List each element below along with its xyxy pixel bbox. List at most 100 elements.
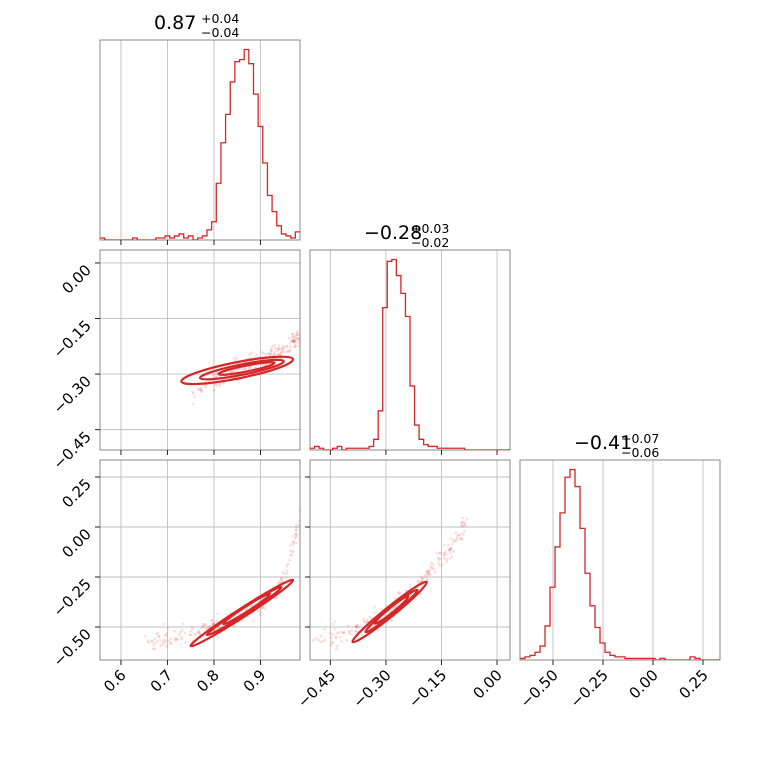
sample-point	[362, 620, 366, 624]
sample-point	[146, 639, 150, 643]
sample-point	[345, 638, 349, 642]
histogram-step-line	[100, 48, 300, 240]
sample-point	[215, 371, 219, 374]
sample-point	[210, 618, 214, 622]
sample-point	[215, 619, 219, 623]
x-tick-label: 0.6	[100, 666, 130, 696]
sample-point	[408, 586, 412, 590]
sample-point	[150, 640, 154, 643]
sample-point	[298, 519, 300, 523]
sample-point	[153, 637, 157, 641]
sample-point	[447, 548, 451, 552]
sample-point	[291, 332, 295, 336]
sample-point	[450, 537, 453, 541]
sample-point	[331, 640, 335, 644]
sample-point	[298, 341, 300, 345]
sample-point	[448, 557, 452, 561]
sample-point	[190, 625, 194, 629]
sample-point	[218, 382, 221, 386]
sample-point	[348, 629, 351, 633]
sample-point	[288, 342, 292, 346]
sample-point	[293, 339, 297, 343]
sample-point	[294, 528, 298, 531]
sample-point	[248, 365, 252, 369]
sample-point	[292, 340, 295, 343]
sample-point	[272, 352, 276, 356]
sample-point	[460, 521, 464, 525]
scatter-panel-0-2	[95, 459, 301, 665]
sample-point	[167, 639, 171, 643]
sample-point	[288, 558, 291, 562]
sample-point	[200, 624, 204, 628]
sample-point	[283, 572, 287, 576]
sample-point	[146, 641, 150, 644]
sample-point	[292, 540, 296, 544]
sample-point	[232, 624, 236, 628]
sample-point	[442, 552, 446, 556]
sample-point	[289, 345, 293, 348]
sample-point	[425, 573, 429, 576]
sample-point	[311, 638, 315, 642]
sample-point	[449, 546, 453, 550]
sample-point	[238, 612, 241, 616]
sample-point	[462, 524, 466, 528]
sample-point	[445, 557, 449, 561]
sample-point	[298, 509, 300, 513]
sample-point	[295, 523, 299, 527]
sample-point	[419, 592, 423, 596]
sample-point	[285, 571, 289, 575]
sample-point	[355, 623, 359, 627]
sample-point	[277, 347, 281, 351]
sample-point	[248, 352, 251, 356]
sample-point	[354, 625, 358, 629]
sample-point	[292, 340, 296, 344]
sample-point	[285, 564, 289, 568]
sample-point	[162, 638, 166, 642]
sample-point	[191, 390, 194, 394]
sample-point	[161, 640, 165, 644]
sample-point	[246, 366, 250, 370]
sample-point	[459, 537, 462, 541]
sample-point	[285, 344, 289, 348]
sample-point	[159, 644, 162, 648]
sample-point	[273, 343, 277, 347]
x-tick-label: 0.7	[147, 666, 177, 696]
sample-point	[293, 341, 297, 344]
sample-point	[283, 346, 287, 350]
sample-point	[173, 637, 177, 640]
sample-point	[232, 356, 236, 360]
sample-point	[294, 336, 298, 340]
sample-point	[278, 347, 281, 350]
sample-point	[188, 633, 192, 637]
sample-point	[334, 636, 338, 640]
sample-point	[456, 534, 459, 538]
y-tick-label: 0.00	[58, 525, 94, 561]
sample-point	[285, 350, 289, 354]
sample-point	[293, 340, 296, 344]
histogram-panel-0	[99, 39, 301, 245]
sample-point	[231, 370, 235, 374]
sample-point	[463, 523, 467, 527]
sample-point	[180, 636, 184, 639]
sample-point	[212, 621, 216, 625]
sample-point	[390, 619, 394, 623]
sample-point	[228, 370, 232, 374]
sample-point	[179, 631, 182, 634]
param-title-minus-0: −0.04	[201, 25, 239, 40]
sample-point	[437, 558, 441, 562]
sample-point	[263, 607, 267, 611]
sample-point	[355, 624, 359, 628]
sample-point	[444, 553, 448, 557]
sample-point	[294, 532, 298, 536]
sample-point	[277, 344, 281, 347]
sample-point	[157, 634, 161, 638]
sample-point	[200, 389, 204, 393]
sample-point	[438, 551, 441, 555]
contour-level-0	[217, 361, 276, 376]
sample-point	[235, 356, 239, 360]
sample-point	[330, 641, 334, 644]
sample-point	[163, 633, 167, 637]
sample-point	[289, 339, 293, 343]
sample-point	[294, 525, 298, 529]
sample-point	[280, 576, 284, 580]
